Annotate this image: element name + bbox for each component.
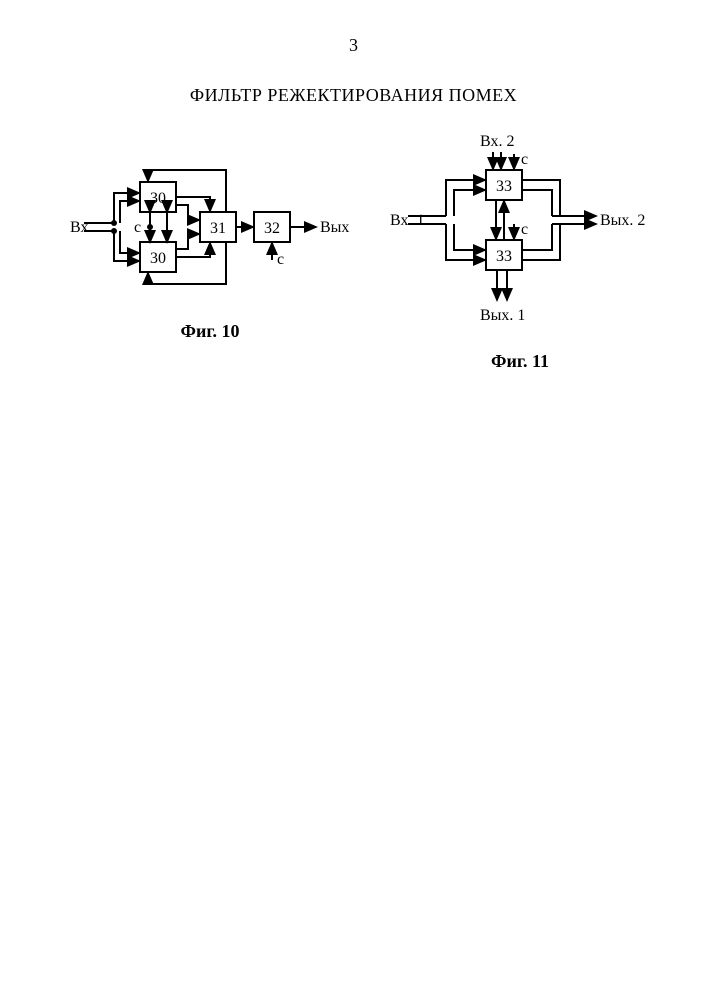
block-30-top-label: 30 bbox=[150, 190, 166, 207]
page-number: 3 bbox=[0, 35, 707, 56]
fig10-clock-left: с bbox=[134, 219, 141, 236]
block-31-label: 31 bbox=[210, 220, 226, 237]
block-33-bottom-label: 33 bbox=[496, 248, 512, 265]
block-33-top-label: 33 bbox=[496, 178, 512, 195]
block-32-label: 32 bbox=[264, 220, 280, 237]
page-title: ФИЛЬТР РЕЖЕКТИРОВАНИЯ ПОМЕХ bbox=[0, 85, 707, 106]
fig11-output1-label: Вых. 1 bbox=[480, 307, 525, 324]
figure-11: 33 33 Вх. 2 с с Вх. 1 Вых. 2 Вых. 1 Фиг.… bbox=[390, 130, 650, 372]
fig11-clock-top: с bbox=[521, 151, 528, 168]
fig11-input1-label: Вх. 1 bbox=[390, 212, 424, 229]
fig11-input2-label: Вх. 2 bbox=[480, 133, 514, 150]
page: 3 ФИЛЬТР РЕЖЕКТИРОВАНИЯ ПОМЕХ bbox=[0, 0, 707, 1000]
figure-11-svg: 33 33 Вх. 2 с с Вх. 1 Вых. 2 Вых. 1 bbox=[390, 130, 650, 340]
figure-10-caption: Фиг. 10 bbox=[70, 321, 350, 342]
fig11-clock-bottom: с bbox=[521, 221, 528, 238]
block-30-bottom-label: 30 bbox=[150, 250, 166, 267]
figure-10: 30 30 31 32 Вх. Вых. с с Фиг. 10 bbox=[70, 160, 350, 342]
fig10-clock-right: с bbox=[277, 251, 284, 268]
fig10-input-label: Вх. bbox=[70, 219, 92, 236]
figure-11-caption: Фиг. 11 bbox=[390, 351, 650, 372]
figure-10-svg: 30 30 31 32 Вх. Вых. с с bbox=[70, 160, 350, 310]
fig10-output-label: Вых. bbox=[320, 219, 350, 236]
fig11-output2-label: Вых. 2 bbox=[600, 212, 645, 229]
